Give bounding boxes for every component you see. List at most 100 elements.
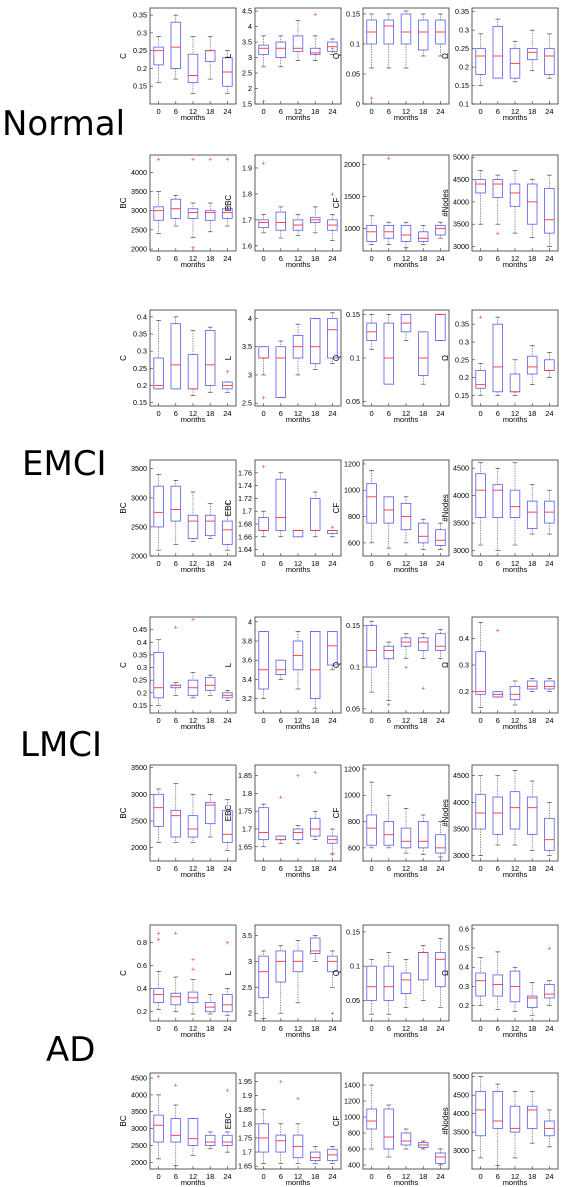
x-tick-label: 12 [189, 409, 197, 418]
x-tick-label: 18 [311, 1024, 319, 1033]
x-axis-label: months [503, 415, 528, 424]
box-6 [170, 809, 182, 838]
y-axis-label: L [224, 662, 233, 667]
panel-frame [471, 7, 559, 105]
y-tick-label: 3000 [453, 546, 469, 555]
box-18 [417, 231, 429, 242]
y-tick-label: 1.85 [238, 1105, 252, 1114]
outlier-marker: + [157, 931, 161, 938]
y-tick-label: 0.1 [350, 40, 360, 49]
outlier-marker: + [191, 957, 195, 964]
y-axis-label: Q [332, 970, 341, 976]
x-tick-label: 6 [496, 254, 500, 263]
y-tick-label: 0.3 [137, 347, 147, 356]
y-tick-label: 1500 [344, 192, 360, 201]
x-tick-label: 18 [528, 1172, 536, 1181]
y-tick-label: 4 [248, 617, 252, 626]
x-tick-label: 0 [157, 1024, 161, 1033]
y-tick-label: 0.25 [133, 46, 147, 55]
x-tick-label: 24 [545, 409, 553, 418]
y-tick-label: 1.7 [242, 215, 252, 224]
y-tick-label: 1000 [344, 791, 360, 800]
y-tick-label: 1.5 [242, 100, 252, 109]
box-12 [187, 991, 199, 1003]
box-6 [492, 1091, 504, 1129]
x-axis-label: months [181, 415, 206, 424]
box-0 [475, 793, 486, 830]
outlier-marker: + [208, 156, 212, 163]
y-tick-label: 1.64 [238, 545, 252, 554]
box-24 [544, 680, 555, 690]
x-axis-label: months [394, 113, 419, 122]
outlier-marker: + [387, 702, 391, 709]
x-tick-label: 6 [387, 559, 391, 568]
y-axis-label: CF [332, 198, 341, 209]
y-tick-label: 3000 [453, 851, 469, 860]
x-tick-label: 6 [279, 254, 283, 263]
y-axis-label: Ω [441, 53, 450, 59]
x-tick-label: 12 [294, 254, 302, 263]
x-tick-label: 24 [545, 716, 553, 725]
y-tick-label: 0.15 [346, 927, 360, 936]
y-tick-label: 1000 [344, 1113, 360, 1122]
x-axis-label: months [181, 722, 206, 731]
x-axis-label: months [394, 1178, 419, 1187]
box-6 [492, 796, 504, 835]
x-axis-label: months [394, 565, 419, 574]
y-tick-label: 1.75 [238, 1133, 252, 1142]
x-tick-label: 0 [262, 409, 266, 418]
x-tick-label: 24 [328, 1172, 336, 1181]
x-axis-label: months [503, 870, 528, 879]
y-tick-label: 0.25 [133, 676, 147, 685]
x-tick-label: 6 [387, 409, 391, 418]
x-tick-label: 6 [387, 107, 391, 116]
outlier-marker: + [313, 12, 317, 19]
x-tick-label: 6 [279, 1172, 283, 1181]
y-axis-label: #Nodes [441, 494, 450, 522]
box-0 [475, 473, 486, 519]
x-axis-label: months [181, 113, 206, 122]
box-6 [383, 322, 395, 385]
y-tick-label: 3.6 [242, 656, 252, 665]
x-tick-label: 0 [370, 107, 374, 116]
x-tick-label: 0 [370, 254, 374, 263]
x-tick-label: 12 [511, 1024, 519, 1033]
y-tick-label: 1.95 [238, 1077, 252, 1086]
outlier-marker: + [262, 98, 266, 105]
box-24 [544, 48, 555, 75]
box-24 [435, 224, 446, 236]
box-12 [509, 1105, 521, 1133]
box-24 [544, 188, 555, 234]
x-axis-label: months [503, 1030, 528, 1039]
box-0 [153, 46, 164, 66]
box-12 [509, 489, 521, 518]
y-tick-label: 4000 [131, 1090, 147, 1099]
y-axis-label: BC [119, 197, 128, 208]
x-axis-label: months [181, 565, 206, 574]
x-tick-label: 18 [528, 409, 536, 418]
y-axis-label: BC [119, 502, 128, 513]
x-tick-label: 12 [511, 716, 519, 725]
y-tick-label: 0.15 [346, 10, 360, 19]
x-tick-label: 6 [174, 716, 178, 725]
y-tick-label: 0.8 [137, 938, 147, 947]
x-tick-label: 6 [496, 1172, 500, 1181]
box-24 [327, 631, 338, 666]
x-axis-label: months [286, 870, 311, 879]
y-tick-label: 1.9 [242, 1091, 252, 1100]
y-axis-label: CF [332, 808, 341, 819]
x-axis-label: months [394, 260, 419, 269]
box-6 [170, 21, 182, 69]
y-tick-label: 3.5 [242, 931, 252, 940]
x-tick-label: 18 [528, 1024, 536, 1033]
x-tick-label: 6 [174, 1172, 178, 1181]
y-tick-label: 2.5 [242, 69, 252, 78]
x-tick-label: 6 [496, 716, 500, 725]
y-axis-label: C [119, 355, 128, 361]
x-tick-label: 0 [157, 254, 161, 263]
x-tick-label: 18 [528, 716, 536, 725]
x-tick-label: 24 [328, 716, 336, 725]
x-tick-label: 24 [328, 1024, 336, 1033]
group-label-lmci: LMCI [20, 725, 103, 765]
y-tick-label: 2500 [131, 225, 147, 234]
